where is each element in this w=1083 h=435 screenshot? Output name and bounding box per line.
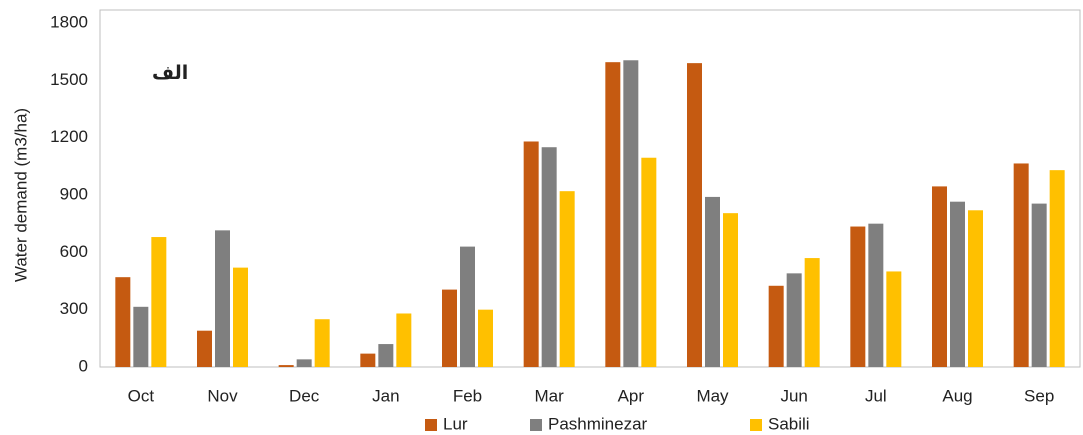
- bar: [886, 271, 902, 367]
- bar: [133, 306, 149, 367]
- x-tick-label: Mar: [535, 386, 565, 405]
- y-axis-label: Water demand (m3/ha): [11, 108, 30, 282]
- legend-swatch: [530, 419, 542, 431]
- x-tick-label: May: [696, 386, 729, 405]
- bar: [950, 201, 965, 367]
- bar: [396, 313, 412, 367]
- x-tick-label: Apr: [618, 386, 645, 405]
- bar: [378, 344, 394, 367]
- bar: [478, 309, 493, 367]
- bar: [705, 196, 720, 367]
- annotation: الف: [152, 63, 188, 84]
- bar: [768, 285, 784, 367]
- bar: [523, 141, 539, 367]
- bar: [278, 365, 294, 367]
- bar: [804, 258, 820, 367]
- bar: [233, 267, 248, 367]
- x-tick-label: Sep: [1024, 386, 1054, 405]
- x-tick-label: Jul: [865, 386, 887, 405]
- bar: [641, 157, 657, 367]
- bar: [1049, 170, 1065, 367]
- bar: [623, 60, 639, 368]
- bar: [968, 210, 983, 367]
- y-tick-label: 600: [60, 242, 88, 261]
- bar: [687, 63, 702, 368]
- bar: [868, 223, 884, 367]
- bar: [115, 277, 131, 367]
- bar: [1013, 163, 1029, 367]
- y-tick-label: 900: [60, 184, 88, 203]
- bar: [723, 213, 738, 367]
- bar: [442, 289, 457, 367]
- bar: [151, 237, 167, 367]
- x-tick-label: Jun: [780, 386, 807, 405]
- bar: [932, 186, 947, 367]
- bar: [541, 147, 557, 367]
- legend-label: Sabili: [768, 414, 810, 433]
- bar: [559, 191, 575, 367]
- legend-swatch: [750, 419, 762, 431]
- x-tick-label: Nov: [207, 386, 238, 405]
- bar: [850, 226, 866, 367]
- y-tick-label: 1200: [50, 127, 88, 146]
- bar: [460, 246, 475, 367]
- legend-label: Pashminezar: [548, 414, 648, 433]
- bar: [296, 359, 312, 367]
- y-tick-label: 1800: [50, 12, 88, 31]
- x-tick-label: Oct: [128, 386, 155, 405]
- y-tick-label: 0: [79, 356, 88, 375]
- bar: [314, 319, 330, 367]
- x-tick-label: Feb: [453, 386, 482, 405]
- bar: [786, 273, 802, 367]
- legend-swatch: [425, 419, 437, 431]
- y-tick-label: 300: [60, 299, 88, 318]
- x-tick-label: Jan: [372, 386, 399, 405]
- bar: [197, 330, 212, 367]
- x-tick-label: Dec: [289, 386, 320, 405]
- bar: [1031, 203, 1047, 367]
- legend-label: Lur: [443, 414, 468, 433]
- y-tick-label: 1500: [50, 70, 88, 89]
- bar: [360, 353, 376, 367]
- x-tick-label: Aug: [942, 386, 972, 405]
- bar: [215, 230, 230, 367]
- bar: [605, 62, 621, 368]
